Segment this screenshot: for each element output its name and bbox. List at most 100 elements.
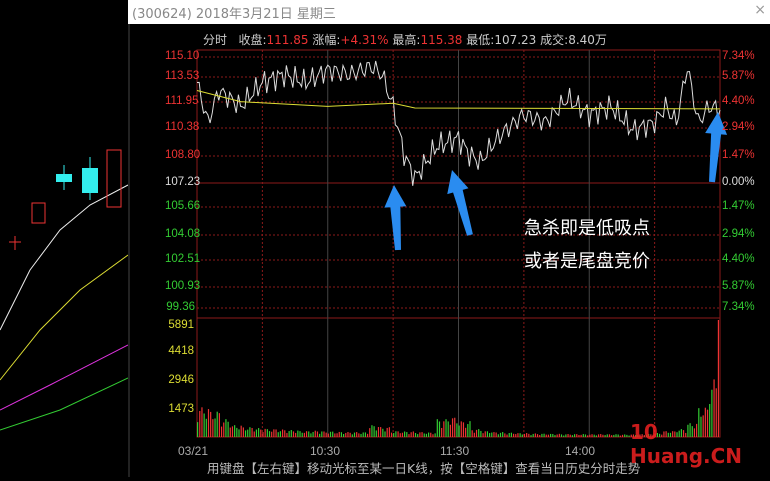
volume-bar [519, 433, 521, 437]
volume-bar [639, 434, 641, 437]
volume-bar [277, 432, 279, 437]
price-tick: 108.80 [165, 149, 201, 161]
kline-panel[interactable] [0, 0, 129, 477]
volume-bar [604, 435, 606, 437]
volume-bar [558, 433, 560, 437]
volume-bar [273, 429, 275, 437]
volume-tick: 2946 [168, 374, 194, 386]
volume-bar [417, 434, 419, 437]
volume-bar [552, 434, 554, 437]
volume-bar [674, 431, 676, 437]
volume-bar [704, 407, 706, 437]
volume-bar [512, 433, 515, 437]
volume-bar [349, 432, 351, 437]
volume-bar [654, 433, 656, 437]
volume-bar [717, 320, 720, 437]
volume-bar [369, 428, 371, 437]
volume-bar [632, 434, 635, 437]
volume-bar [314, 430, 316, 437]
volume-bar [210, 411, 212, 437]
volume-bar [667, 432, 669, 437]
volume-bar [462, 422, 465, 437]
volume-bar [323, 431, 325, 437]
kline-chart [0, 149, 129, 431]
pct-tick: 2.94% [722, 228, 755, 240]
volume-bar [292, 431, 295, 437]
volume-bar [384, 431, 386, 437]
volume-bar [244, 430, 247, 437]
volume-bar [602, 434, 604, 437]
volume-bar [301, 432, 303, 437]
volume-bar [356, 432, 358, 437]
volume-bar [475, 429, 478, 437]
volume-bar [447, 421, 449, 437]
volume-bar [266, 429, 268, 437]
close-label: 收盘: [238, 33, 267, 47]
volume-bar [582, 434, 584, 437]
volume-bar [375, 430, 377, 437]
volume-bar [676, 432, 678, 437]
volume-bar [336, 433, 338, 437]
window-title: (300624) 2018年3月21日 星期三 [132, 7, 336, 22]
volume-bar [329, 431, 332, 437]
arrow-icon [447, 170, 473, 236]
volume-bar [480, 430, 482, 437]
volume-bar [436, 419, 438, 437]
volume-bar [236, 427, 238, 437]
volume-bar [489, 433, 491, 437]
volume-bar [571, 435, 574, 437]
ma-line-white [0, 184, 129, 331]
volume-tick: 5891 [168, 319, 194, 331]
volume-bar [484, 431, 486, 437]
volume-bar [611, 435, 613, 437]
volume-bar [419, 432, 421, 437]
volume-bar [495, 432, 497, 437]
volume-bar [340, 432, 343, 437]
change-value: +4.31% [340, 33, 389, 47]
volume-bar [199, 410, 201, 437]
close-icon[interactable]: × [754, 2, 766, 18]
volume-bar [589, 434, 591, 437]
volume-bar [621, 434, 624, 437]
volume-bar [532, 433, 534, 437]
volume-bar [534, 433, 536, 437]
price-tick: 110.38 [165, 121, 200, 133]
arrow-icon [384, 185, 407, 251]
volume-bar [412, 431, 414, 437]
volume-bar [486, 431, 489, 437]
volume-bar [682, 430, 685, 437]
volume-bar [580, 434, 582, 437]
volume-bar [698, 408, 700, 437]
volume-bar [473, 432, 475, 437]
volume-bar [521, 434, 523, 437]
volume-bar [680, 429, 682, 437]
volume-bar [713, 379, 715, 437]
volume-bar [663, 431, 665, 437]
volume-bar [545, 434, 547, 437]
volume-bar [613, 434, 615, 437]
volume-bar [650, 434, 652, 437]
annotation-text: 或者是尾盘竞价 [524, 251, 650, 272]
volume-bar [410, 432, 412, 437]
volume-bar [454, 417, 456, 437]
volume-bar [408, 434, 410, 437]
mode-label: 分时 [203, 33, 228, 47]
volume-bar [497, 434, 499, 437]
price-tick: 105.66 [165, 200, 201, 212]
volume-bar [658, 433, 661, 437]
volume-bar [380, 427, 382, 437]
volume-bar [661, 434, 663, 437]
volume-bar [201, 407, 203, 437]
volume-bar [556, 434, 558, 437]
price-line [196, 60, 721, 186]
volume-bar [275, 429, 277, 437]
volume-bar [715, 388, 717, 437]
volume-bar [645, 434, 648, 437]
high-label: 最高: [392, 33, 421, 47]
volume-bar [286, 433, 288, 437]
volume-bar [706, 409, 709, 437]
volume-bar [297, 430, 299, 437]
volume-bar [687, 424, 689, 437]
volume-bar [421, 432, 423, 437]
